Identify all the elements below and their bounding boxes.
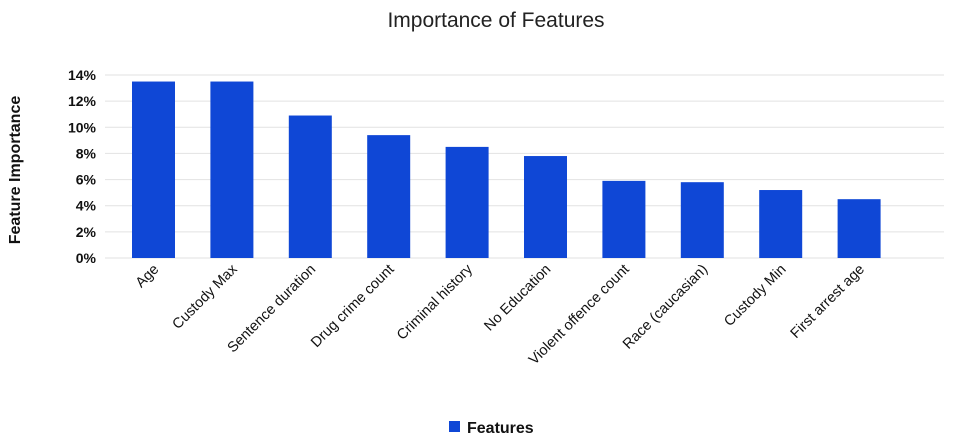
bar (837, 199, 881, 258)
x-tick-label: First arrest age (788, 262, 868, 342)
bar (210, 81, 254, 259)
bar (524, 156, 567, 258)
legend: Features (449, 420, 534, 437)
bar (680, 182, 724, 258)
legend-swatch (449, 421, 460, 432)
y-tick-label: 10% (68, 119, 97, 135)
bar (132, 81, 175, 259)
y-axis-ticks: 0% 2% 4% 6% 8% 10% 12% 14% (68, 67, 97, 266)
legend-label: Features (467, 420, 534, 437)
bar (759, 190, 803, 258)
x-tick-label: Drug crime count (308, 262, 397, 351)
y-axis-label: Feature Importance (7, 96, 24, 245)
bars (132, 81, 881, 259)
x-tick-label: No Education (481, 262, 554, 335)
x-tick-label: Criminal history (394, 261, 476, 343)
bar (367, 135, 411, 258)
bar (288, 115, 332, 259)
x-tick-label: Custody Max (170, 261, 242, 333)
y-tick-label: 0% (76, 250, 97, 266)
bar (445, 146, 489, 258)
y-tick-label: 6% (76, 172, 97, 188)
x-tick-label: Race (caucasian) (620, 262, 711, 353)
y-tick-label: 8% (76, 145, 97, 161)
chart-title: Importance of Features (387, 9, 604, 32)
y-tick-label: 12% (68, 93, 97, 109)
y-tick-label: 4% (76, 198, 97, 214)
x-tick-label: Custody Min (721, 262, 789, 330)
y-tick-label: 14% (68, 67, 97, 83)
x-tick-label: Sentence duration (225, 262, 320, 357)
bar (602, 180, 646, 258)
y-tick-label: 2% (76, 224, 97, 240)
x-tick-label: Age (133, 262, 163, 292)
